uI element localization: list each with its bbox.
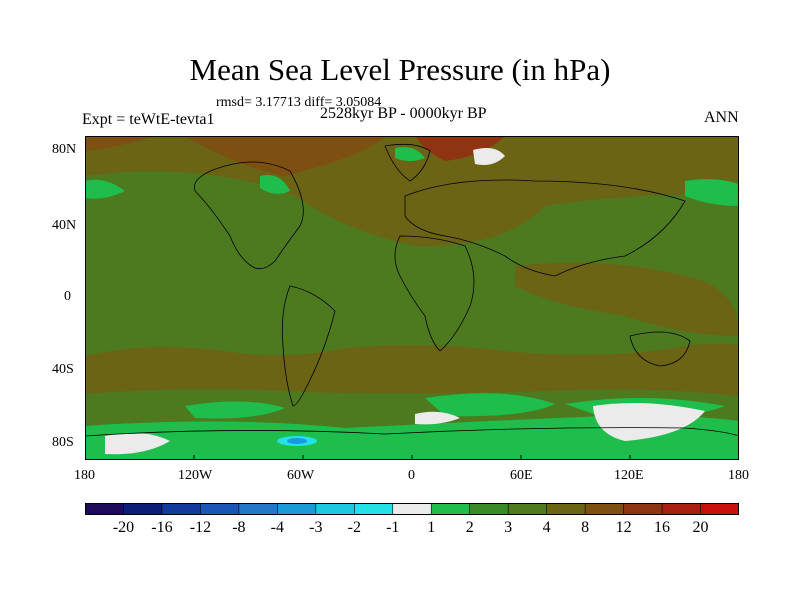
- field-white-antarctic-east: [593, 402, 705, 441]
- field-green-pacific-south: [185, 401, 285, 419]
- field-southern-band: [85, 343, 739, 396]
- field-white-weddell: [415, 411, 460, 425]
- colorbar-cell: [277, 503, 317, 515]
- field-green-atlantic-south: [425, 393, 555, 417]
- x-tick-label-120e: 120E: [614, 468, 644, 483]
- coast-australia: [629, 331, 691, 367]
- field-arctic-high: [185, 136, 385, 176]
- coast-antarctica: [85, 427, 739, 437]
- season-label: ANN: [704, 109, 739, 126]
- colorbar-label: -16: [151, 519, 173, 536]
- stats-line: rmsd= 3.17713 diff= 3.05084: [216, 95, 382, 110]
- y-tick-label-80s: 80S: [52, 435, 74, 450]
- colorbar-cell: [315, 503, 355, 515]
- field-white-antarctic-west: [105, 432, 170, 455]
- colorbar-cell: [507, 503, 548, 515]
- colorbar-label: 4: [542, 519, 551, 536]
- colorbar-label: 8: [581, 519, 590, 536]
- colorbar-label: -20: [112, 519, 135, 536]
- field-green-nw: [85, 179, 125, 199]
- x-tick-label-180w: 180: [74, 468, 95, 483]
- x-tick-label-0: 0: [408, 468, 415, 483]
- y-tick-label-0: 0: [64, 289, 71, 304]
- colorbar-label: -2: [347, 519, 361, 536]
- colorbar-label: -12: [189, 519, 212, 536]
- colorbar-label: -1: [386, 519, 400, 536]
- colorbar-label: 16: [654, 519, 671, 536]
- x-tick-label-60w: 60W: [287, 468, 315, 483]
- field-green-antarctic: [85, 415, 739, 460]
- colorbar-cell: [200, 503, 240, 515]
- colorbar-cell: [700, 503, 739, 515]
- field-arctic-west: [85, 136, 155, 151]
- colorbar-cell: [353, 503, 394, 515]
- colorbar-label: 12: [615, 519, 632, 536]
- colorbar-cell: [123, 503, 163, 515]
- field-blue-ross: [287, 438, 307, 444]
- colorbar-cell: [392, 503, 432, 515]
- colorbar-cell: [161, 503, 202, 515]
- coast-north-america: [193, 161, 304, 270]
- colorbar-cell: [546, 503, 586, 515]
- plot-title: Mean Sea Level Pressure (in hPa): [189, 52, 611, 87]
- colorbar: [85, 503, 739, 515]
- colorbar-label: 1: [427, 519, 436, 536]
- colorbar-cell: [85, 503, 125, 515]
- field-arctic-peak: [415, 136, 505, 161]
- field-green-canada: [260, 175, 290, 194]
- axis-ticks: [193, 455, 631, 460]
- plot-subtitle: 2528kyr BP - 0000kyr BP: [320, 105, 487, 122]
- colorbar-label: -8: [232, 519, 246, 536]
- colorbar-label: 2: [465, 519, 474, 536]
- y-tick-label-80n: 80N: [52, 142, 77, 157]
- field-green-ne: [685, 179, 739, 206]
- colorbar-cell: [430, 503, 471, 515]
- field-indian-ocean: [515, 262, 739, 336]
- colorbar-label: -3: [309, 519, 323, 536]
- colorbar-cell: [584, 503, 625, 515]
- coast-africa: [394, 235, 475, 352]
- colorbar-cell: [623, 503, 663, 515]
- colorbar-cell: [469, 503, 509, 515]
- y-tick-label-40n: 40N: [52, 218, 77, 233]
- field-green-greenland: [395, 147, 425, 161]
- colorbar-cell: [238, 503, 278, 515]
- coast-greenland: [384, 143, 431, 182]
- coast-south-america: [281, 285, 336, 407]
- colorbar-cell: [661, 503, 702, 515]
- colorbar-label: -4: [270, 519, 284, 536]
- experiment-label: Expt = teWtE-tevta1: [82, 111, 215, 128]
- colorbar-label: 3: [504, 519, 513, 536]
- x-tick-label-60e: 60E: [510, 468, 533, 483]
- coastlines: [85, 143, 739, 437]
- x-tick-label-180e: 180: [728, 468, 749, 483]
- coast-eurasia: [404, 179, 686, 277]
- x-tick-label-120w: 120W: [178, 468, 213, 483]
- colorbar-border: [85, 503, 739, 515]
- field-white-greenland: [473, 148, 505, 165]
- pressure-map: [85, 136, 739, 460]
- y-tick-label-40s: 40S: [52, 362, 74, 377]
- colorbar-label: 20: [692, 519, 709, 536]
- pressure-field: [85, 136, 739, 460]
